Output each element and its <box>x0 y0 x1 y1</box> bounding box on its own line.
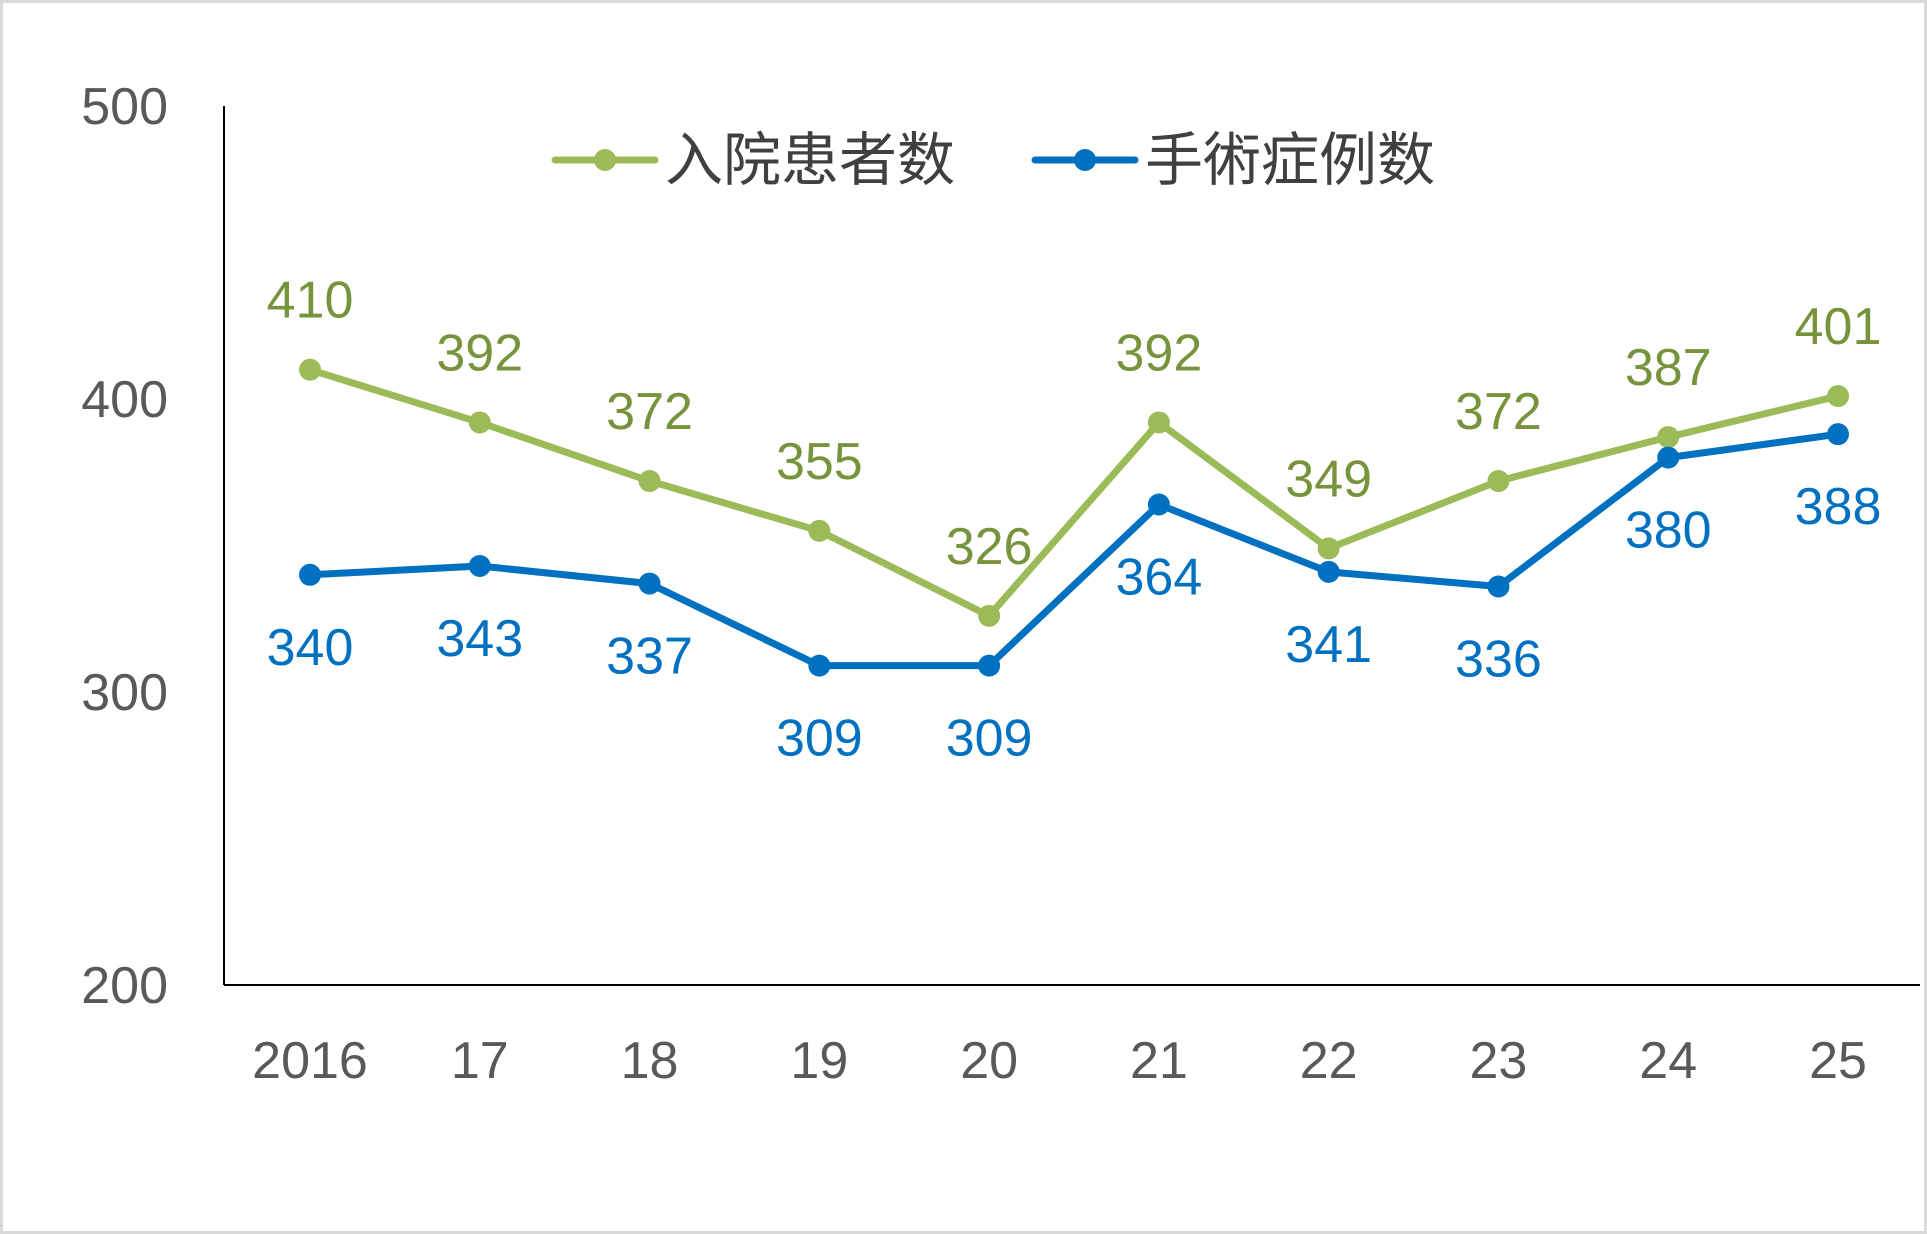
x-tick-label: 22 <box>1300 1032 1358 1090</box>
data-point <box>1657 426 1680 449</box>
data-label: 364 <box>1116 548 1203 606</box>
data-label: 309 <box>776 710 863 768</box>
data-point <box>978 654 1001 677</box>
y-tick-label: 400 <box>81 371 168 429</box>
x-tick-label: 19 <box>790 1032 848 1090</box>
data-label: 388 <box>1795 478 1882 536</box>
data-label: 337 <box>606 628 693 686</box>
data-label: 355 <box>776 433 863 491</box>
data-point <box>299 358 321 381</box>
data-label: 340 <box>267 619 354 677</box>
x-tick-label: 20 <box>960 1032 1018 1090</box>
legend-swatch-marker <box>594 149 616 171</box>
x-tick-label: 21 <box>1130 1032 1188 1090</box>
x-tick-label: 25 <box>1809 1032 1867 1090</box>
data-label: 336 <box>1455 631 1542 689</box>
data-label: 392 <box>1116 324 1203 382</box>
data-point <box>638 572 661 595</box>
y-tick-label: 500 <box>81 78 168 136</box>
x-tick-label: 24 <box>1639 1032 1697 1090</box>
legend-label: 手術症例数 <box>1145 128 1435 193</box>
data-point <box>1147 411 1170 434</box>
data-point <box>978 604 1001 627</box>
data-label: 326 <box>946 518 1033 576</box>
data-label: 410 <box>267 272 354 330</box>
legend: 入院患者数 手術症例数 <box>551 128 1435 193</box>
series-line-2 <box>306 430 1842 670</box>
data-point <box>1657 446 1680 469</box>
data-point <box>468 411 491 434</box>
data-label: 341 <box>1285 616 1372 674</box>
x-tick-label: 18 <box>621 1032 679 1090</box>
data-point <box>1317 560 1340 583</box>
data-label: 372 <box>606 383 693 441</box>
data-label: 401 <box>1795 298 1882 356</box>
data-point <box>1487 575 1510 598</box>
data-label: 343 <box>436 610 523 668</box>
legend-label: 入院患者数 <box>665 128 955 193</box>
data-labels: 410 392 372 355 326 392 349 372 387 401 340 343 337 3… <box>267 272 1882 768</box>
data-point <box>1147 493 1170 516</box>
data-point <box>299 563 321 586</box>
series-points <box>299 358 1849 677</box>
x-tick-label: 23 <box>1470 1032 1528 1090</box>
data-label: 349 <box>1285 450 1372 508</box>
series-lines <box>306 366 1842 670</box>
data-point <box>468 555 491 578</box>
data-label: 392 <box>436 324 523 382</box>
axes: 200 300 400 500 2016 17 18 19 20 21 22 23 24 25 <box>81 78 1920 1090</box>
series-line-1 <box>306 366 1842 620</box>
data-point <box>638 470 661 493</box>
x-tick-label: 2016 <box>252 1032 368 1090</box>
data-label: 380 <box>1625 502 1712 560</box>
y-tick-label: 200 <box>81 957 168 1015</box>
data-label: 372 <box>1455 383 1542 441</box>
legend-swatch-marker <box>1074 149 1096 171</box>
data-point <box>1827 423 1849 446</box>
data-label: 387 <box>1625 339 1712 397</box>
data-point <box>808 519 831 542</box>
data-label: 309 <box>946 710 1033 768</box>
data-point <box>1487 470 1510 493</box>
data-point <box>1317 537 1340 560</box>
x-tick-label: 17 <box>451 1032 509 1090</box>
y-tick-label: 300 <box>81 664 168 722</box>
data-point <box>1827 385 1849 408</box>
data-point <box>808 654 831 677</box>
